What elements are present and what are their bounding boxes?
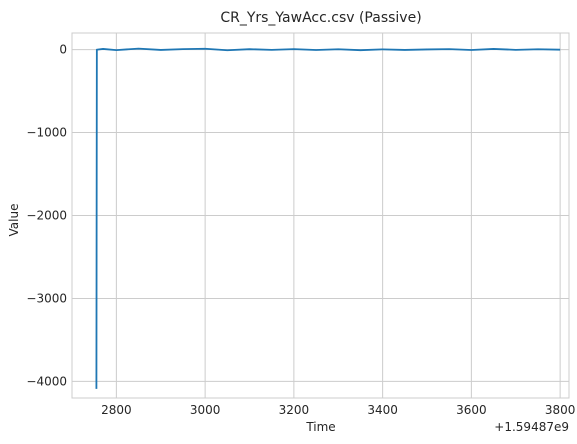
- y-tick-labels: 0 −1000 −2000 −3000 −4000: [26, 43, 67, 389]
- x-tick-label: 3400: [367, 403, 398, 417]
- x-tick-label: 3200: [279, 403, 310, 417]
- plot-border: [71, 32, 570, 399]
- y-tick-label: 0: [59, 43, 67, 57]
- x-tick-label: 3800: [545, 403, 576, 417]
- y-tick-label: −4000: [26, 374, 67, 388]
- x-tick-labels: 2800 3000 3200 3400 3600 3800: [101, 403, 575, 417]
- y-tick-label: −2000: [26, 209, 67, 223]
- x-tick-label: 3000: [190, 403, 221, 417]
- x-tick-label: 3600: [456, 403, 487, 417]
- y-tick-label: −1000: [26, 126, 67, 140]
- series-line: [95, 47, 561, 389]
- y-axis-label: Value: [7, 204, 21, 237]
- grid: [72, 33, 569, 398]
- x-tick-label: 2800: [101, 403, 132, 417]
- x-offset-label: +1.59487e9: [494, 420, 569, 434]
- y-tick-label: −3000: [26, 291, 67, 305]
- chart-title: CR_Yrs_YawAcc.csv (Passive): [220, 10, 421, 26]
- series-layer: [95, 47, 561, 389]
- plot-frame: [71, 32, 570, 399]
- x-axis-label: Time: [305, 420, 335, 434]
